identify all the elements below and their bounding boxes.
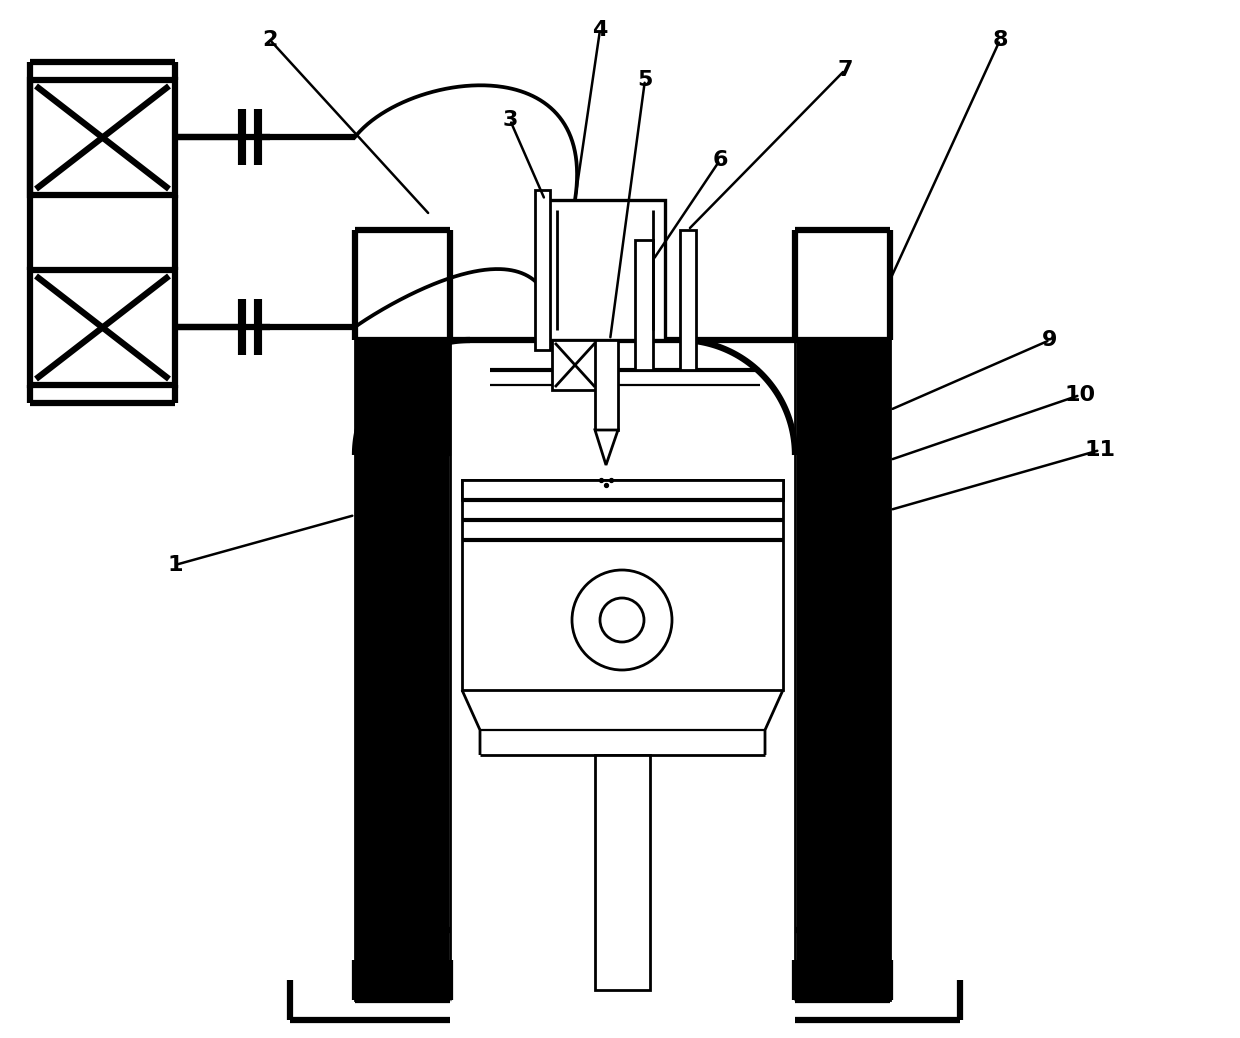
Point [596,476,616,493]
Bar [30,80,175,195]
Text: 6: 6 [712,151,728,170]
Text: 9: 9 [1043,330,1058,350]
Bar [463,480,782,500]
Bar [463,480,782,690]
Bar [595,340,618,430]
Text: 5: 5 [637,70,652,90]
Bar [546,200,665,340]
Text: 1: 1 [167,555,182,575]
Text: 7: 7 [837,60,853,80]
Bar [552,340,598,390]
Bar [595,755,650,990]
Polygon shape [595,430,618,465]
Bar [450,340,795,1000]
Bar [635,240,653,370]
Text: 2: 2 [263,30,278,50]
Circle shape [572,570,672,670]
Text: 10: 10 [1064,385,1096,405]
Bar [534,190,551,350]
Text: 11: 11 [1085,440,1116,460]
Point [601,471,621,488]
Text: 8: 8 [992,30,1008,50]
Bar [680,230,696,370]
Point [591,471,611,488]
Bar [30,270,175,385]
Text: 3: 3 [502,110,517,130]
Bar [795,340,890,1000]
Circle shape [600,598,644,641]
Text: 4: 4 [593,20,608,40]
Bar [355,340,450,1000]
